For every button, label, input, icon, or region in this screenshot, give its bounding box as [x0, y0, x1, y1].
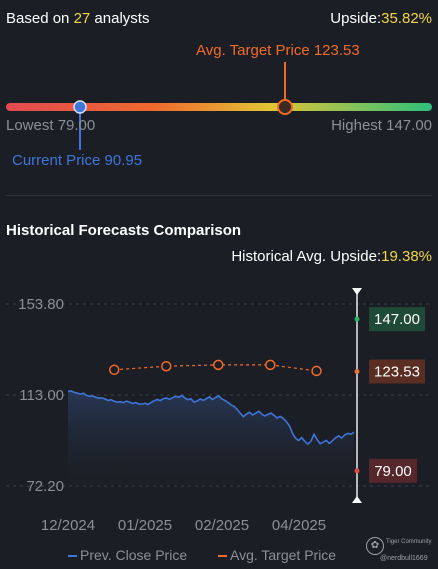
upside-text: Upside:35.82% — [330, 10, 432, 27]
based-suffix: analysts — [90, 10, 150, 27]
y-tick-label: 153.80 — [18, 296, 64, 313]
analyst-count-text: Based on 27 analysts — [6, 10, 149, 27]
legend-avg-target-label: Avg. Target Price — [230, 547, 337, 563]
forecast-top-arrow — [352, 288, 362, 295]
watermark-handle: @nerdbull1669 — [380, 555, 428, 562]
legend-prev-close: Prev. Close Price — [68, 547, 187, 563]
avg-target-marker — [277, 99, 293, 115]
historical-upside-text: Historical Avg. Upside:19.38% — [231, 248, 432, 265]
upside-value: 35.82% — [381, 10, 432, 27]
target-range-gauge — [6, 62, 432, 150]
historical-upside-label: Historical Avg. Upside: — [231, 248, 382, 265]
legend-swatch-prev-close — [68, 555, 77, 558]
current-price-label: Current Price 90.95 — [12, 152, 143, 169]
range-bar — [6, 103, 432, 111]
avg-target-point — [213, 359, 224, 371]
avg-target-point — [108, 364, 120, 376]
forecast-low-dot — [354, 468, 360, 474]
avg-target-point — [311, 365, 322, 377]
forecast-avg-label: 123.53 — [374, 364, 420, 381]
x-tick-label: 04/2025 — [272, 517, 326, 534]
section-title: Historical Forecasts Comparison — [6, 222, 242, 239]
avg-target-label: Avg. Target Price 123.53 — [196, 42, 360, 59]
y-tick-label: 72.20 — [26, 478, 64, 495]
tiger-logo-icon: ✿ — [366, 537, 384, 555]
highest-label: Highest 147.00 — [331, 117, 432, 134]
avg-target-point — [265, 359, 276, 371]
forecast-avg-dot — [354, 369, 360, 375]
section-divider — [6, 195, 432, 196]
lowest-label: Lowest 79.00 — [6, 117, 96, 134]
forecast-high-badge — [369, 307, 425, 332]
forecast-low-badge — [369, 458, 417, 483]
legend-swatch-avg-target — [218, 555, 227, 558]
x-tick-label: 12/2024 — [41, 517, 95, 534]
x-tick-label: 01/2025 — [118, 517, 172, 534]
analyst-count: 27 — [73, 10, 91, 27]
upside-label: Upside: — [330, 10, 382, 27]
forecast-high-label: 147.00 — [374, 311, 420, 328]
forecast-bottom-arrow — [352, 496, 362, 503]
legend-avg-target: Avg. Target Price — [218, 547, 336, 563]
x-tick-label: 02/2025 — [195, 517, 249, 534]
prev-close-price-line — [67, 390, 355, 446]
current-price-marker — [73, 100, 87, 114]
y-tick-label: 113.00 — [19, 387, 64, 404]
watermark-brand: Tiger Community — [386, 539, 432, 545]
forecast-high-dot — [354, 316, 360, 322]
forecast-low-label: 79.00 — [374, 463, 412, 480]
price-area — [68, 391, 354, 486]
forecast-avg-badge — [369, 359, 425, 384]
avg-target-point — [161, 360, 172, 372]
based-prefix: Based on — [6, 10, 74, 27]
legend-prev-close-label: Prev. Close Price — [80, 547, 188, 563]
historical-upside-value: 19.38% — [381, 248, 432, 265]
